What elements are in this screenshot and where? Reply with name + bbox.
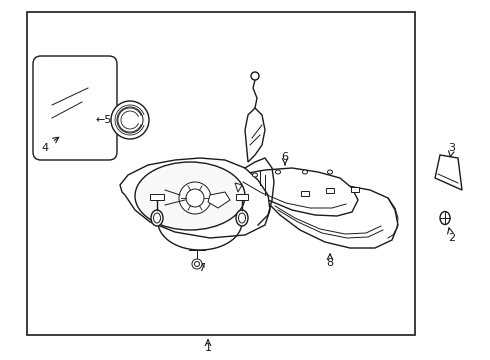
Polygon shape <box>435 155 462 190</box>
Polygon shape <box>150 194 164 200</box>
Polygon shape <box>351 187 359 192</box>
Ellipse shape <box>440 211 450 225</box>
Polygon shape <box>235 183 242 192</box>
Ellipse shape <box>195 261 199 266</box>
Text: 6: 6 <box>281 152 289 162</box>
Ellipse shape <box>275 170 280 174</box>
Ellipse shape <box>135 162 245 230</box>
Polygon shape <box>208 192 230 208</box>
Ellipse shape <box>251 72 259 80</box>
Ellipse shape <box>192 259 202 269</box>
FancyBboxPatch shape <box>33 56 117 160</box>
Polygon shape <box>236 194 248 200</box>
Ellipse shape <box>236 210 248 226</box>
Ellipse shape <box>153 213 161 223</box>
Text: 8: 8 <box>326 258 334 268</box>
Ellipse shape <box>327 170 333 174</box>
Text: ←5: ←5 <box>96 115 112 125</box>
Ellipse shape <box>151 210 163 226</box>
Polygon shape <box>265 186 398 248</box>
Bar <box>27 12 415 335</box>
Polygon shape <box>245 108 265 162</box>
Ellipse shape <box>111 101 149 139</box>
Text: 2: 2 <box>448 233 456 243</box>
Text: 4: 4 <box>42 143 49 153</box>
Text: 3: 3 <box>448 143 456 153</box>
Ellipse shape <box>117 107 143 133</box>
Ellipse shape <box>179 182 211 214</box>
Text: 7: 7 <box>198 263 206 273</box>
Ellipse shape <box>186 189 204 207</box>
Ellipse shape <box>252 173 258 177</box>
Polygon shape <box>120 158 270 238</box>
Ellipse shape <box>302 170 308 174</box>
Polygon shape <box>232 168 358 216</box>
Ellipse shape <box>239 213 245 223</box>
Polygon shape <box>326 188 334 193</box>
Polygon shape <box>301 191 309 196</box>
Text: 1: 1 <box>204 343 212 353</box>
